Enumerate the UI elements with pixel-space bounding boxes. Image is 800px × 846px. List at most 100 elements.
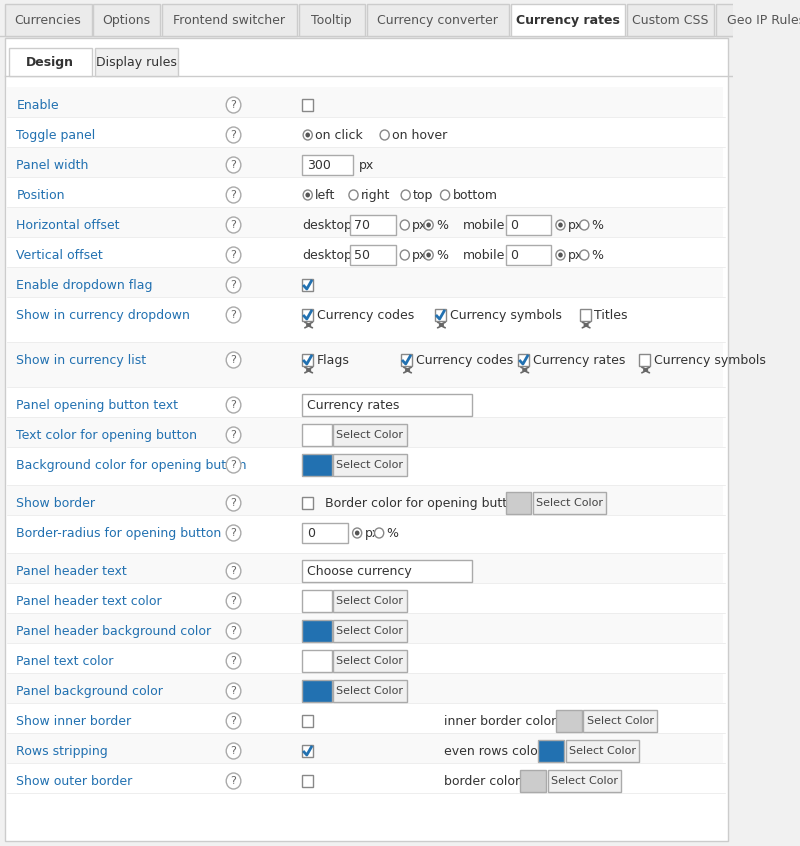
Text: %: % <box>436 249 448 261</box>
FancyBboxPatch shape <box>334 650 406 672</box>
Text: ?: ? <box>230 250 237 260</box>
Bar <box>7 147 723 177</box>
Text: Currency rates: Currency rates <box>516 14 620 26</box>
Text: ?: ? <box>230 355 237 365</box>
Bar <box>162 4 297 36</box>
Bar <box>7 673 723 703</box>
Bar <box>7 515 723 553</box>
Circle shape <box>400 220 410 230</box>
Text: Currency codes: Currency codes <box>317 309 414 321</box>
Bar <box>7 643 723 673</box>
Bar <box>7 763 723 793</box>
FancyBboxPatch shape <box>506 215 551 235</box>
Bar <box>9 48 91 76</box>
FancyBboxPatch shape <box>350 215 396 235</box>
Text: Panel opening button text: Panel opening button text <box>17 399 178 412</box>
FancyBboxPatch shape <box>302 650 331 672</box>
Text: Choose currency: Choose currency <box>306 564 411 578</box>
Text: Panel header text color: Panel header text color <box>17 595 162 608</box>
Circle shape <box>226 743 241 759</box>
Circle shape <box>441 190 450 200</box>
Circle shape <box>355 530 359 536</box>
FancyBboxPatch shape <box>350 245 396 265</box>
Circle shape <box>226 495 241 511</box>
Text: Select Color: Select Color <box>337 460 403 470</box>
Text: 0: 0 <box>306 526 314 540</box>
Text: bottom: bottom <box>453 189 498 201</box>
Text: desktop: desktop <box>302 249 352 261</box>
FancyBboxPatch shape <box>583 710 657 732</box>
Circle shape <box>226 525 241 541</box>
FancyBboxPatch shape <box>548 770 621 792</box>
Text: Position: Position <box>17 189 65 202</box>
Text: Geo IP Rules: Geo IP Rules <box>727 14 800 26</box>
FancyBboxPatch shape <box>302 775 314 787</box>
Circle shape <box>556 220 565 230</box>
Circle shape <box>303 130 312 140</box>
Circle shape <box>226 97 241 113</box>
Text: Select Color: Select Color <box>550 776 618 786</box>
Text: ?: ? <box>230 626 237 636</box>
FancyBboxPatch shape <box>334 424 406 446</box>
Bar <box>7 207 723 237</box>
Text: Options: Options <box>102 14 150 26</box>
Circle shape <box>226 277 241 293</box>
Text: Show in currency dropdown: Show in currency dropdown <box>17 309 190 322</box>
Circle shape <box>226 187 241 203</box>
Text: ?: ? <box>230 716 237 726</box>
Bar <box>7 117 723 147</box>
FancyBboxPatch shape <box>435 309 446 321</box>
Text: Tooltip: Tooltip <box>311 14 352 26</box>
Text: ?: ? <box>230 498 237 508</box>
Text: ?: ? <box>230 400 237 410</box>
Text: Panel header background color: Panel header background color <box>17 625 212 638</box>
Bar <box>7 297 723 342</box>
Bar <box>7 485 723 515</box>
Circle shape <box>226 127 241 143</box>
FancyBboxPatch shape <box>639 354 650 366</box>
FancyBboxPatch shape <box>533 492 606 514</box>
Circle shape <box>226 397 241 413</box>
FancyBboxPatch shape <box>302 155 353 175</box>
Text: desktop: desktop <box>302 218 352 232</box>
Text: ?: ? <box>230 280 237 290</box>
Bar <box>298 4 365 36</box>
Bar <box>7 177 723 207</box>
Circle shape <box>558 252 562 257</box>
Text: ?: ? <box>230 310 237 320</box>
Text: Currency symbols: Currency symbols <box>450 309 562 321</box>
Circle shape <box>226 217 241 233</box>
Text: Select Color: Select Color <box>536 498 603 508</box>
FancyBboxPatch shape <box>302 680 331 702</box>
Bar <box>7 387 723 417</box>
Text: px: px <box>412 249 427 261</box>
FancyBboxPatch shape <box>334 680 406 702</box>
FancyBboxPatch shape <box>580 309 590 321</box>
Text: 50: 50 <box>354 249 370 261</box>
Text: Border color for opening button: Border color for opening button <box>325 497 522 509</box>
Bar <box>366 4 509 36</box>
FancyBboxPatch shape <box>302 523 348 543</box>
Circle shape <box>306 193 310 197</box>
Text: Horizontal offset: Horizontal offset <box>17 219 120 232</box>
Text: Text color for opening button: Text color for opening button <box>17 429 198 442</box>
Text: Currency codes: Currency codes <box>416 354 513 366</box>
FancyBboxPatch shape <box>518 354 530 366</box>
Text: px: px <box>568 249 583 261</box>
Text: Currencies: Currencies <box>14 14 82 26</box>
Bar <box>716 4 800 36</box>
FancyBboxPatch shape <box>520 770 546 792</box>
Circle shape <box>226 157 241 173</box>
Text: px: px <box>359 158 374 172</box>
Text: Select Color: Select Color <box>569 746 636 756</box>
Circle shape <box>226 427 241 443</box>
Text: px: px <box>365 526 380 540</box>
FancyBboxPatch shape <box>302 715 314 727</box>
Bar <box>510 4 625 36</box>
FancyBboxPatch shape <box>302 279 314 291</box>
Text: mobile: mobile <box>462 218 505 232</box>
Bar <box>7 703 723 733</box>
Text: 0: 0 <box>510 249 518 261</box>
Text: ?: ? <box>230 686 237 696</box>
FancyBboxPatch shape <box>302 454 331 476</box>
